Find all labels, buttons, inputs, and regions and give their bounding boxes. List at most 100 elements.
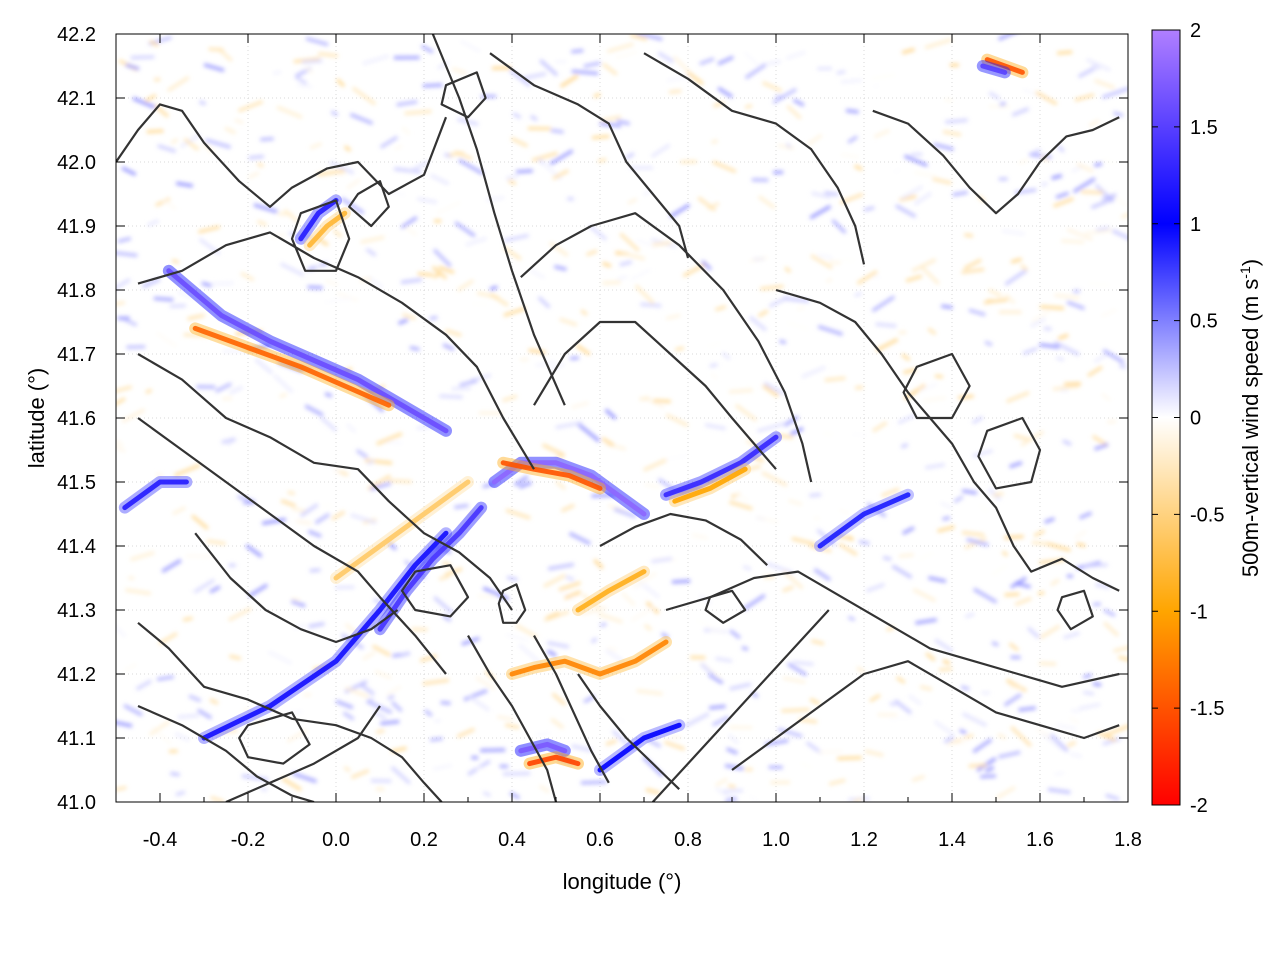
wind-cell	[672, 55, 691, 74]
wind-cell	[831, 218, 847, 234]
wind-cell	[116, 397, 126, 407]
wind-cell	[1101, 86, 1128, 99]
wind-cell	[121, 166, 137, 176]
wind-cell	[392, 653, 402, 658]
wind-cell	[642, 189, 652, 197]
wind-cell	[1072, 177, 1096, 194]
wind-cell	[1103, 621, 1120, 637]
wind-cell	[643, 458, 668, 472]
wind-cell	[485, 195, 505, 202]
contour-loop	[704, 589, 747, 624]
wind-cell	[942, 455, 955, 462]
wind-cell	[964, 233, 974, 238]
wind-cell	[871, 73, 896, 81]
wind-cell	[633, 581, 647, 592]
wind-cell	[361, 684, 375, 696]
wind-cell	[179, 132, 202, 149]
wind-cell	[170, 771, 180, 777]
wind-cell	[505, 508, 531, 520]
wind-cell	[350, 513, 377, 525]
wind-cell	[142, 277, 161, 289]
wind-cell	[349, 112, 374, 125]
wind-cell	[216, 46, 233, 62]
wind-cell	[872, 275, 881, 279]
contour-line	[137, 231, 535, 470]
wind-cell	[273, 374, 294, 394]
wind-cell	[549, 241, 569, 257]
wind-cell	[468, 695, 491, 712]
wind-cell	[1118, 655, 1128, 662]
wind-cell	[390, 701, 403, 713]
contour-loop	[348, 180, 390, 228]
contour-loop	[497, 583, 527, 624]
wind-cell	[588, 224, 608, 241]
wind-cell	[135, 679, 152, 691]
wind-cell	[664, 740, 686, 751]
wind-cell	[478, 411, 504, 415]
wind-speed-field	[116, 34, 1128, 802]
wind-cell	[1035, 727, 1052, 739]
contour-line	[520, 212, 813, 483]
wind-cell	[394, 144, 404, 151]
wind-cell	[1018, 158, 1029, 165]
wind-cell	[1111, 229, 1128, 242]
wind-cell	[923, 396, 947, 403]
wind-cell	[575, 343, 591, 356]
wind-cell	[851, 432, 868, 437]
wind-cell	[636, 238, 658, 249]
wind-cell	[675, 346, 685, 352]
wind-cell	[646, 737, 662, 748]
wind-cell	[211, 281, 234, 286]
wind-cell	[317, 169, 345, 177]
wind-cell	[941, 304, 953, 310]
wind-cell	[707, 201, 720, 211]
wind-cell	[399, 651, 411, 658]
wind-cell	[465, 236, 487, 247]
wind-cell	[625, 152, 635, 160]
contour-line	[137, 704, 315, 802]
wind-cell	[1100, 392, 1112, 402]
wind-cell	[149, 719, 171, 736]
wind-cell	[123, 662, 138, 672]
wind-cell	[940, 501, 954, 510]
wind-cell	[741, 645, 749, 651]
wind-cell	[343, 145, 352, 152]
wind-cell	[786, 104, 802, 120]
colorbar-tick-label: -1	[1190, 601, 1208, 623]
wind-cell	[757, 309, 769, 318]
wind-cell	[944, 97, 953, 103]
wind-cell	[445, 328, 462, 337]
y-tick-label: 41.6	[57, 408, 96, 430]
wind-cell	[499, 764, 509, 769]
wind-cell	[1008, 642, 1020, 652]
wind-cell	[749, 255, 768, 263]
wind-cell	[1051, 173, 1063, 180]
wind-cell	[355, 448, 369, 459]
wind-cell	[471, 302, 488, 307]
contour-line	[137, 353, 513, 611]
wind-cell	[895, 675, 906, 685]
wind-cell	[294, 75, 308, 86]
wind-cell	[847, 615, 856, 622]
wind-cell	[304, 66, 314, 75]
wind-cell	[402, 313, 416, 321]
wind-cell	[429, 315, 438, 321]
wind-cell	[571, 744, 592, 753]
wind-cell	[665, 313, 681, 321]
wind-cell	[881, 487, 900, 498]
wind-cell	[721, 351, 731, 361]
wind-cell	[1102, 736, 1121, 746]
wind-cell	[329, 160, 355, 175]
wind-cell	[1113, 111, 1124, 118]
wind-cell	[1066, 574, 1074, 578]
wind-cell	[293, 622, 307, 631]
wind-cell	[338, 170, 348, 177]
wind-cell	[515, 623, 538, 639]
wind-cell	[565, 575, 575, 582]
grid	[116, 34, 1128, 802]
wind-cell	[602, 62, 618, 76]
wind-cell	[527, 126, 552, 131]
wind-cell	[439, 394, 463, 399]
wind-cell	[1033, 529, 1046, 538]
